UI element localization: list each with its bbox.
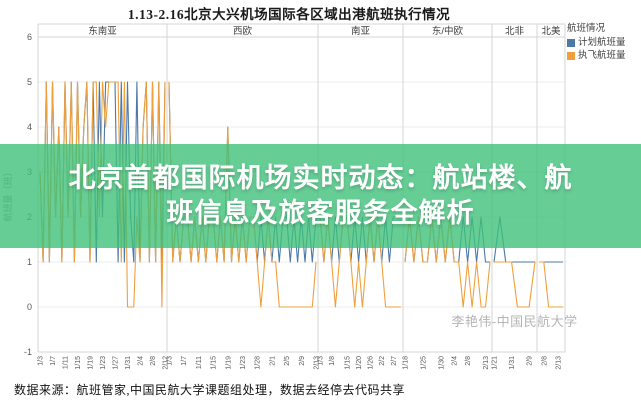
chart-legend: 航班情况 计划航班量 执飞航班量 xyxy=(567,22,641,62)
svg-text:1/19: 1/19 xyxy=(88,356,95,370)
svg-text:2/8: 2/8 xyxy=(465,356,472,366)
svg-text:1/20: 1/20 xyxy=(356,356,363,370)
chart-title: 1.13-2.16北京大兴机场国际各区域出港航班执行情况 xyxy=(127,7,451,22)
legend-planned-label: 计划航班量 xyxy=(578,37,626,48)
svg-text:东南亚: 东南亚 xyxy=(88,25,117,37)
svg-text:北美: 北美 xyxy=(541,25,561,37)
svg-text:1/28: 1/28 xyxy=(255,356,262,370)
watermark-text: 李艳伟-中国民航大学 xyxy=(451,314,578,329)
svg-text:-1: -1 xyxy=(24,347,32,357)
svg-text:0: 0 xyxy=(27,302,32,312)
svg-text:1/31: 1/31 xyxy=(509,356,516,370)
svg-text:1/30: 1/30 xyxy=(438,356,445,370)
actual-swatch-icon xyxy=(567,51,575,60)
legend-item-planned: 计划航班量 xyxy=(567,36,641,49)
svg-text:1/19: 1/19 xyxy=(225,356,232,370)
svg-text:2/4: 2/4 xyxy=(452,356,459,366)
svg-text:1/23: 1/23 xyxy=(100,356,107,370)
svg-text:1/15: 1/15 xyxy=(345,356,352,370)
legend-item-actual: 执飞航班量 xyxy=(567,49,641,62)
svg-text:2/8: 2/8 xyxy=(541,356,548,366)
svg-text:2/13: 2/13 xyxy=(314,356,321,370)
source-caption: 数据来源：航班管家,中国民航大学课题组处理，数据去经停去代码共享 xyxy=(14,383,406,397)
svg-text:2/9: 2/9 xyxy=(527,356,534,366)
svg-text:2/1: 2/1 xyxy=(269,356,276,366)
svg-text:2/8: 2/8 xyxy=(150,356,157,366)
svg-text:1/26: 1/26 xyxy=(368,356,375,370)
svg-text:2/9: 2/9 xyxy=(299,356,306,366)
legend-actual-label: 执飞航班量 xyxy=(578,50,626,61)
svg-text:1/15: 1/15 xyxy=(211,356,218,370)
svg-text:1/25: 1/25 xyxy=(420,356,427,370)
svg-text:2/12: 2/12 xyxy=(163,356,170,370)
svg-text:1/7: 1/7 xyxy=(181,356,188,366)
svg-text:1/18: 1/18 xyxy=(403,356,410,370)
svg-text:1/31: 1/31 xyxy=(125,356,132,370)
overlay-banner: 北京首都国际机场实时动态：航站楼、航 班信息及旅客服务全解析 xyxy=(0,144,641,248)
svg-text:1/23: 1/23 xyxy=(240,356,247,370)
svg-text:西欧: 西欧 xyxy=(233,25,253,37)
svg-text:东/中欧: 东/中欧 xyxy=(432,25,464,37)
svg-text:2/13: 2/13 xyxy=(556,356,563,370)
svg-text:1/3: 1/3 xyxy=(38,356,45,366)
svg-text:2/2: 2/2 xyxy=(379,356,386,366)
svg-text:1/3: 1/3 xyxy=(167,356,174,366)
svg-text:1/3: 1/3 xyxy=(318,356,325,366)
svg-text:1/8: 1/8 xyxy=(329,356,336,366)
planned-swatch-icon xyxy=(567,38,575,47)
svg-text:5: 5 xyxy=(27,77,32,87)
svg-text:2/13: 2/13 xyxy=(483,356,490,370)
svg-text:1/21: 1/21 xyxy=(492,356,499,370)
svg-text:4: 4 xyxy=(27,122,32,132)
svg-text:1/11: 1/11 xyxy=(63,356,70,369)
svg-text:1/11: 1/11 xyxy=(196,356,203,369)
svg-text:北非: 北非 xyxy=(505,25,525,37)
svg-text:1/15: 1/15 xyxy=(75,356,82,370)
svg-text:1/27: 1/27 xyxy=(113,356,120,370)
overlay-headline-line-1: 北京首都国际机场实时动态：航站楼、航 xyxy=(68,163,573,193)
svg-text:2/7: 2/7 xyxy=(391,356,398,366)
svg-text:2/5: 2/5 xyxy=(284,356,291,366)
svg-text:南亚: 南亚 xyxy=(351,25,371,37)
legend-title: 航班情况 xyxy=(567,23,606,34)
svg-text:6: 6 xyxy=(27,32,32,42)
svg-text:1: 1 xyxy=(27,257,32,267)
svg-text:1/7: 1/7 xyxy=(50,356,57,366)
overlay-headline-line-2: 班信息及旅客服务全解析 xyxy=(166,198,475,228)
svg-text:2/4: 2/4 xyxy=(138,356,145,366)
